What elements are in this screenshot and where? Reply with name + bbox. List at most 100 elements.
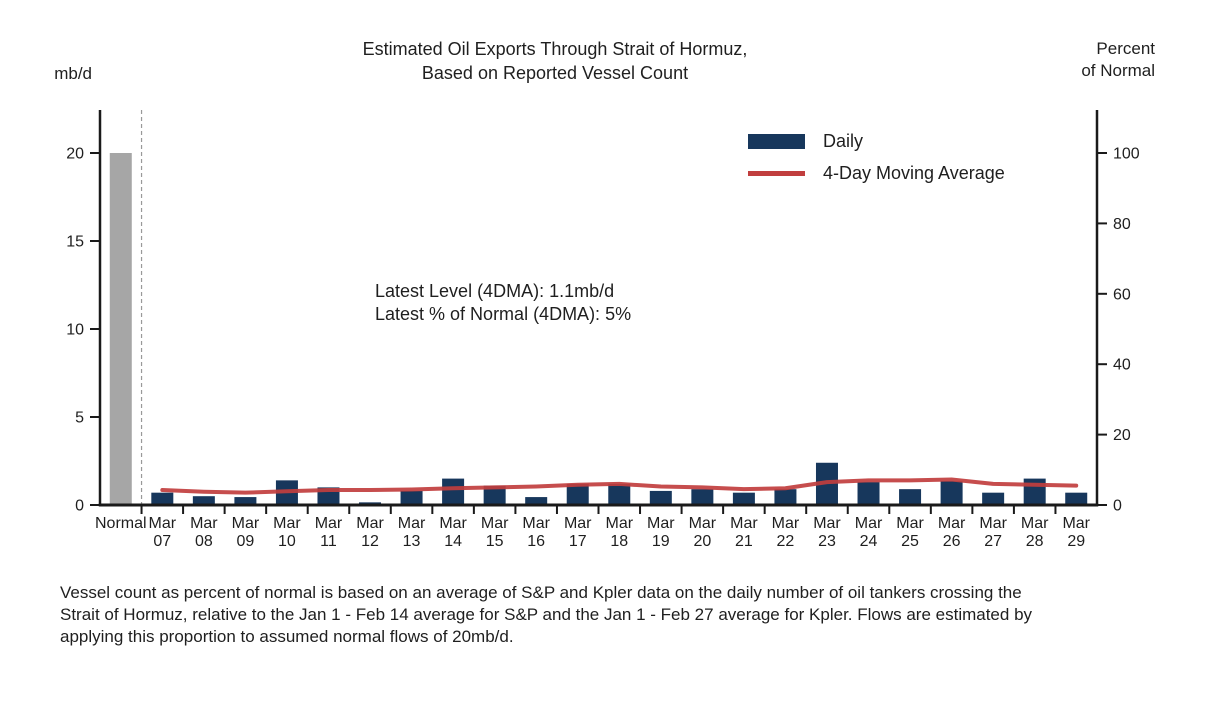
axis-tick-label: 5 <box>75 410 84 427</box>
axis-tick-label: Mar <box>481 515 509 532</box>
axis-tick-label: 0 <box>1113 498 1122 515</box>
latest-level-annotation: Latest Level (4DMA): 1.1mb/d <box>375 281 615 301</box>
axis-tick-label: 13 <box>403 533 421 550</box>
moving-average-line <box>160 477 1079 495</box>
legend-daily-label: Daily <box>823 130 864 151</box>
daily-bar <box>691 489 714 505</box>
axis-tick-label: Mar <box>896 515 924 532</box>
daily-bar <box>608 483 631 505</box>
axis-tick-label: Mar <box>439 515 467 532</box>
chart-title-line2: Based on Reported Vessel Count <box>421 62 689 83</box>
legend-ma-swatch <box>748 170 805 176</box>
axis-tick-label: Mar <box>232 515 260 532</box>
daily-bar <box>774 489 797 505</box>
axis-tick-label: Mar <box>979 515 1007 532</box>
axis-tick-label: Mar <box>689 515 717 532</box>
axis-tick-label: 28 <box>1026 533 1044 550</box>
latest-percent-annotation: Latest % of Normal (4DMA): 5% <box>375 304 632 325</box>
daily-bar <box>732 492 755 505</box>
axis-tick-label: Mar <box>398 515 426 532</box>
axis-tick-label: 24 <box>860 533 878 550</box>
axis-tick-label: Mar <box>356 515 384 532</box>
daily-bar <box>151 492 174 505</box>
daily-bar <box>1023 478 1046 505</box>
axis-tick-label: 10 <box>278 533 296 550</box>
daily-bar <box>483 485 506 505</box>
normal-bar <box>109 153 132 505</box>
right-axis-unit-label: Percent of Normal <box>1040 38 1155 83</box>
axis-tick-label: 07 <box>153 533 171 550</box>
axis-tick-label: 22 <box>777 533 795 550</box>
daily-bar <box>192 496 215 505</box>
axis-tick-label: Mar <box>1062 515 1090 532</box>
axis-tick-label: Mar <box>813 515 841 532</box>
right-axis-unit-line2: of Normal <box>1081 61 1155 81</box>
latest-values-annotation: Latest Level (4DMA): 1.1mb/d Latest % of… <box>375 280 631 326</box>
axis-tick-label: 16 <box>527 533 545 550</box>
daily-bar <box>899 489 922 505</box>
axis-tick-label: 15 <box>66 234 84 251</box>
axis-tick-label: 09 <box>236 533 254 550</box>
chart-title: Estimated Oil Exports Through Strait of … <box>255 38 855 86</box>
legend: Daily 4-Day Moving Average <box>748 130 1005 194</box>
legend-ma-label: 4-Day Moving Average <box>823 162 1005 183</box>
axis-tick-label: Mar <box>647 515 675 532</box>
left-axis-unit-label: mb/d <box>54 64 92 83</box>
axis-tick-label: 0 <box>75 498 84 515</box>
axis-tick-label: 14 <box>444 533 462 550</box>
axis-tick-label: 80 <box>1113 216 1131 233</box>
axis-tick-label: 29 <box>1067 533 1085 550</box>
source-footnote: Vessel count as percent of normal is bas… <box>60 583 1033 646</box>
axis-tick-label: Normal <box>95 515 147 532</box>
legend-item-moving-average: 4-Day Moving Average <box>748 162 1005 184</box>
axis-tick-label: 08 <box>195 533 213 550</box>
axis-tick-label: Mar <box>564 515 592 532</box>
daily-bar <box>525 497 548 505</box>
axis-tick-label: 10 <box>66 322 84 339</box>
axis-tick-label: 40 <box>1113 357 1131 374</box>
daily-bar <box>442 478 465 505</box>
axis-tick-label: Mar <box>1021 515 1049 532</box>
bars-group <box>109 153 1088 505</box>
daily-bar <box>1065 492 1088 505</box>
legend-daily-swatch <box>748 133 805 149</box>
daily-bar <box>940 481 963 505</box>
axis-tick-label: Mar <box>149 515 177 532</box>
daily-bar <box>566 483 589 505</box>
axis-tick-label: 17 <box>569 533 587 550</box>
daily-bar <box>649 490 672 505</box>
axis-tick-label: 100 <box>1113 146 1140 163</box>
axis-tick-label: 11 <box>320 533 337 550</box>
axis-tick-label: Mar <box>855 515 883 532</box>
axis-tick-label: 15 <box>486 533 504 550</box>
axis-tick-label: Mar <box>938 515 966 532</box>
axis-tick-label: Mar <box>190 515 218 532</box>
right-axis-unit-line1: Percent <box>1096 39 1155 58</box>
axis-tick-label: 27 <box>984 533 1002 550</box>
axis-tick-label: 12 <box>361 533 379 550</box>
axis-tick-label: 21 <box>735 533 753 550</box>
axis-tick-label: 23 <box>818 533 836 550</box>
axis-tick-label: 20 <box>66 146 84 163</box>
daily-bar <box>234 497 257 505</box>
axis-tick-label: Mar <box>605 515 633 532</box>
axis-tick-label: 20 <box>1113 427 1131 444</box>
axis-tick-label: 25 <box>901 533 919 550</box>
axis-tick-label: Mar <box>522 515 550 532</box>
daily-bar <box>400 490 423 505</box>
axis-tick-label: 60 <box>1113 286 1131 303</box>
axis-tick-label: 18 <box>610 533 628 550</box>
daily-bar <box>982 492 1005 505</box>
axis-tick-label: 26 <box>943 533 961 550</box>
axis-tick-label: Mar <box>772 515 800 532</box>
legend-item-daily: Daily <box>748 130 1005 152</box>
axis-tick-label: Mar <box>273 515 301 532</box>
chart-title-line1: Estimated Oil Exports Through Strait of … <box>362 39 748 59</box>
daily-bar <box>857 482 880 505</box>
axis-tick-label: 20 <box>693 533 711 550</box>
axis-tick-label: Mar <box>315 515 343 532</box>
axis-tick-label: 19 <box>652 533 670 550</box>
axis-tick-label: Mar <box>730 515 758 532</box>
